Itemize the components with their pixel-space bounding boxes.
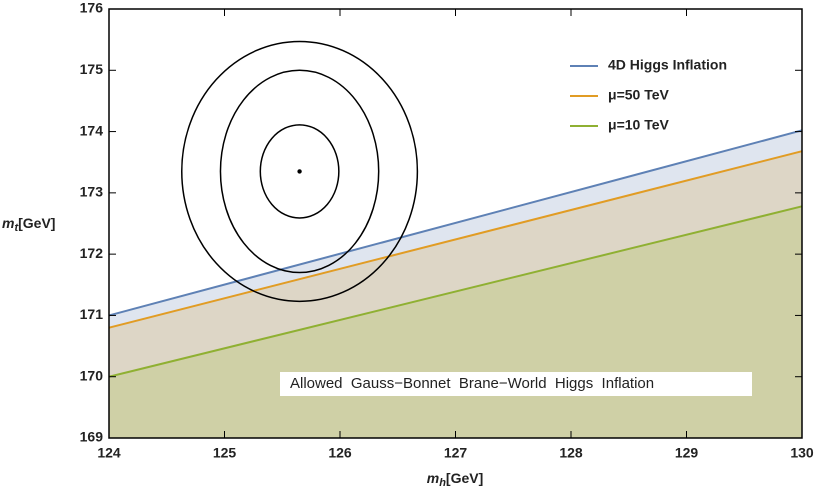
y-tick-label: 175 xyxy=(80,61,104,77)
series-line xyxy=(108,205,803,378)
legend-label: μ=50 TeV xyxy=(608,87,670,103)
y-tick-label: 169 xyxy=(80,429,104,445)
annotation-box xyxy=(280,372,752,396)
contour xyxy=(219,69,380,274)
x-tick-label: 126 xyxy=(328,445,352,461)
x-tick-label: 129 xyxy=(675,445,699,461)
legend-label: 4D Higgs Inflation xyxy=(608,57,727,73)
series-line xyxy=(108,150,803,329)
symbol: m xyxy=(2,215,14,231)
x-tick-label: 128 xyxy=(559,445,583,461)
y-tick-label: 174 xyxy=(80,122,104,138)
unit: [GeV] xyxy=(446,470,483,486)
ylabel-label: mt[GeV] xyxy=(2,215,55,234)
legend-label: μ=10 TeV xyxy=(608,117,670,133)
unit: [GeV] xyxy=(18,215,55,231)
y-tick-label: 170 xyxy=(80,367,104,383)
y-tick-label: 172 xyxy=(80,245,104,261)
xlabel-label: mh[GeV] xyxy=(427,470,484,489)
annotation: Allowed Gauss−Bonnet Brane−World Higgs I… xyxy=(290,375,654,392)
x-tick-label: 124 xyxy=(97,445,121,461)
contour xyxy=(259,124,340,219)
subscript: h xyxy=(439,477,446,489)
y-tick-label: 171 xyxy=(80,306,104,322)
y-tick-label: 173 xyxy=(80,184,104,200)
symbol: m xyxy=(427,470,439,486)
central-point xyxy=(297,169,302,174)
subscript: t xyxy=(14,222,19,234)
y-tick-label: 176 xyxy=(80,0,104,16)
contour xyxy=(181,40,419,303)
series-line xyxy=(108,129,803,317)
x-tick-label: 125 xyxy=(213,445,237,461)
x-tick-label: 130 xyxy=(790,445,814,461)
x-tick-label: 127 xyxy=(444,445,468,461)
